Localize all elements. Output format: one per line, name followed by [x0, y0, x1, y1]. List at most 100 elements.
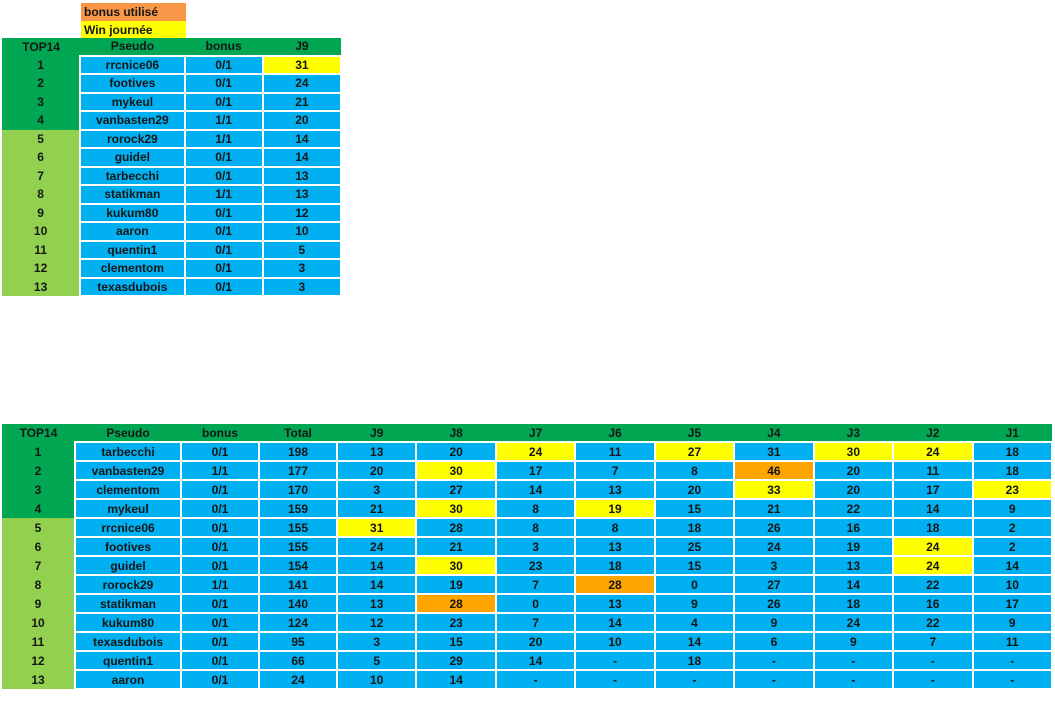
rank-cell[interactable]: 12	[2, 259, 81, 278]
total-cell[interactable]: 159	[258, 498, 338, 519]
score-cell-j2[interactable]: 16	[892, 593, 974, 614]
score-cell-j9[interactable]: 12	[335, 612, 418, 633]
rank-cell[interactable]: 8	[2, 185, 81, 204]
rank-cell[interactable]: 5	[2, 518, 75, 537]
score-cell-j4[interactable]: 26	[733, 593, 815, 614]
score-cell-j7[interactable]: 20	[494, 631, 577, 652]
pseudo-cell[interactable]: quentin1	[79, 239, 186, 260]
rank-cell[interactable]: 2	[2, 461, 75, 480]
score-cell-j6[interactable]: 13	[574, 593, 656, 614]
col-header-j8[interactable]: J8	[416, 424, 496, 442]
score-cell-j9[interactable]: 10	[261, 221, 343, 242]
score-cell-j4[interactable]: 3	[733, 555, 815, 576]
score-cell-j6[interactable]: -	[574, 650, 656, 671]
rank-cell[interactable]: 13	[2, 277, 81, 296]
score-cell-j5[interactable]: 25	[653, 536, 736, 557]
score-cell-j6[interactable]: 7	[574, 460, 656, 481]
total-cell[interactable]: 66	[258, 650, 338, 671]
score-cell-j9[interactable]: 14	[261, 128, 343, 149]
score-cell-j9[interactable]: 31	[261, 54, 343, 75]
score-cell-j7[interactable]: 17	[494, 460, 577, 481]
score-cell-j4[interactable]: 21	[733, 498, 815, 519]
score-cell-j7[interactable]: 8	[494, 517, 577, 538]
score-cell-j3[interactable]: 13	[812, 555, 895, 576]
score-cell-j6[interactable]: -	[574, 669, 656, 690]
score-cell-j1[interactable]: 17	[971, 593, 1053, 614]
score-cell-j1[interactable]: 11	[971, 631, 1053, 652]
score-cell-j5[interactable]: 18	[653, 517, 736, 538]
rank-cell[interactable]: 6	[2, 537, 75, 556]
score-cell-j5[interactable]: 9	[653, 593, 736, 614]
bonus-cell[interactable]: 0/1	[180, 441, 260, 462]
score-cell-j2[interactable]: 17	[892, 479, 974, 500]
score-cell-j3[interactable]: 20	[812, 479, 895, 500]
score-cell-j9[interactable]: 14	[261, 147, 343, 168]
score-cell-j3[interactable]: 9	[812, 631, 895, 652]
score-cell-j7[interactable]: 14	[494, 650, 577, 671]
pseudo-cell[interactable]: guidel	[79, 147, 186, 168]
total-cell[interactable]: 154	[258, 555, 338, 576]
rank-cell[interactable]: 10	[2, 222, 81, 241]
score-cell-j8[interactable]: 23	[415, 612, 497, 633]
score-cell-j8[interactable]: 30	[415, 460, 497, 481]
score-cell-j7[interactable]: -	[494, 669, 577, 690]
rank-cell[interactable]: 12	[2, 651, 75, 670]
pseudo-cell[interactable]: mykeul	[74, 498, 182, 519]
score-cell-j4[interactable]: 46	[733, 460, 815, 481]
total-cell[interactable]: 155	[258, 517, 338, 538]
score-cell-j7[interactable]: 3	[494, 536, 577, 557]
col-header-top14[interactable]: TOP14	[2, 38, 81, 56]
pseudo-cell[interactable]: texasdubois	[79, 276, 186, 297]
pseudo-cell[interactable]: texasdubois	[74, 631, 182, 652]
score-cell-j4[interactable]: -	[733, 669, 815, 690]
bonus-cell[interactable]: 0/1	[180, 650, 260, 671]
score-cell-j8[interactable]: 29	[415, 650, 497, 671]
pseudo-cell[interactable]: footives	[79, 73, 186, 94]
bonus-cell[interactable]: 0/1	[183, 202, 264, 223]
score-cell-j3[interactable]: -	[812, 669, 895, 690]
rank-cell[interactable]: 10	[2, 613, 75, 632]
score-cell-j3[interactable]: -	[812, 650, 895, 671]
score-cell-j6[interactable]: 8	[574, 517, 656, 538]
score-cell-j4[interactable]: 6	[733, 631, 815, 652]
score-cell-j2[interactable]: 14	[892, 498, 974, 519]
score-cell-j7[interactable]: 14	[494, 479, 577, 500]
rank-cell[interactable]: 2	[2, 74, 81, 93]
score-cell-j5[interactable]: 15	[653, 555, 736, 576]
score-cell-j7[interactable]: 7	[494, 574, 577, 595]
pseudo-cell[interactable]: vanbasten29	[79, 110, 186, 131]
score-cell-j4[interactable]: 33	[733, 479, 815, 500]
score-cell-j8[interactable]: 28	[415, 593, 497, 614]
score-cell-j6[interactable]: 13	[574, 536, 656, 557]
col-header-j7[interactable]: J7	[495, 424, 576, 442]
rank-cell[interactable]: 1	[2, 55, 81, 74]
score-cell-j1[interactable]: 10	[971, 574, 1053, 595]
score-cell-j2[interactable]: 22	[892, 612, 974, 633]
bonus-cell[interactable]: 1/1	[180, 574, 260, 595]
total-cell[interactable]: 155	[258, 536, 338, 557]
bonus-cell[interactable]: 0/1	[183, 147, 264, 168]
bonus-cell[interactable]: 0/1	[180, 669, 260, 690]
total-cell[interactable]: 95	[258, 631, 338, 652]
bonus-cell[interactable]: 0/1	[180, 555, 260, 576]
score-cell-j2[interactable]: -	[892, 669, 974, 690]
bonus-cell[interactable]: 0/1	[183, 73, 264, 94]
score-cell-j3[interactable]: 22	[812, 498, 895, 519]
score-cell-j9[interactable]: 13	[335, 593, 418, 614]
col-header-total[interactable]: Total	[259, 424, 337, 442]
score-cell-j9[interactable]: 13	[335, 441, 418, 462]
col-header-j9[interactable]: J9	[262, 38, 341, 56]
bonus-cell[interactable]: 0/1	[180, 593, 260, 614]
score-cell-j7[interactable]: 8	[494, 498, 577, 519]
bonus-cell[interactable]: 1/1	[180, 460, 260, 481]
score-cell-j9[interactable]: 20	[261, 110, 343, 131]
score-cell-j9[interactable]: 10	[335, 669, 418, 690]
rank-cell[interactable]: 6	[2, 148, 81, 167]
pseudo-cell[interactable]: vanbasten29	[74, 460, 182, 481]
score-cell-j9[interactable]: 21	[261, 91, 343, 112]
pseudo-cell[interactable]: footives	[74, 536, 182, 557]
score-cell-j6[interactable]: 28	[574, 574, 656, 595]
pseudo-cell[interactable]: aaron	[79, 221, 186, 242]
score-cell-j9[interactable]: 3	[261, 276, 343, 297]
score-cell-j1[interactable]: 18	[971, 441, 1053, 462]
